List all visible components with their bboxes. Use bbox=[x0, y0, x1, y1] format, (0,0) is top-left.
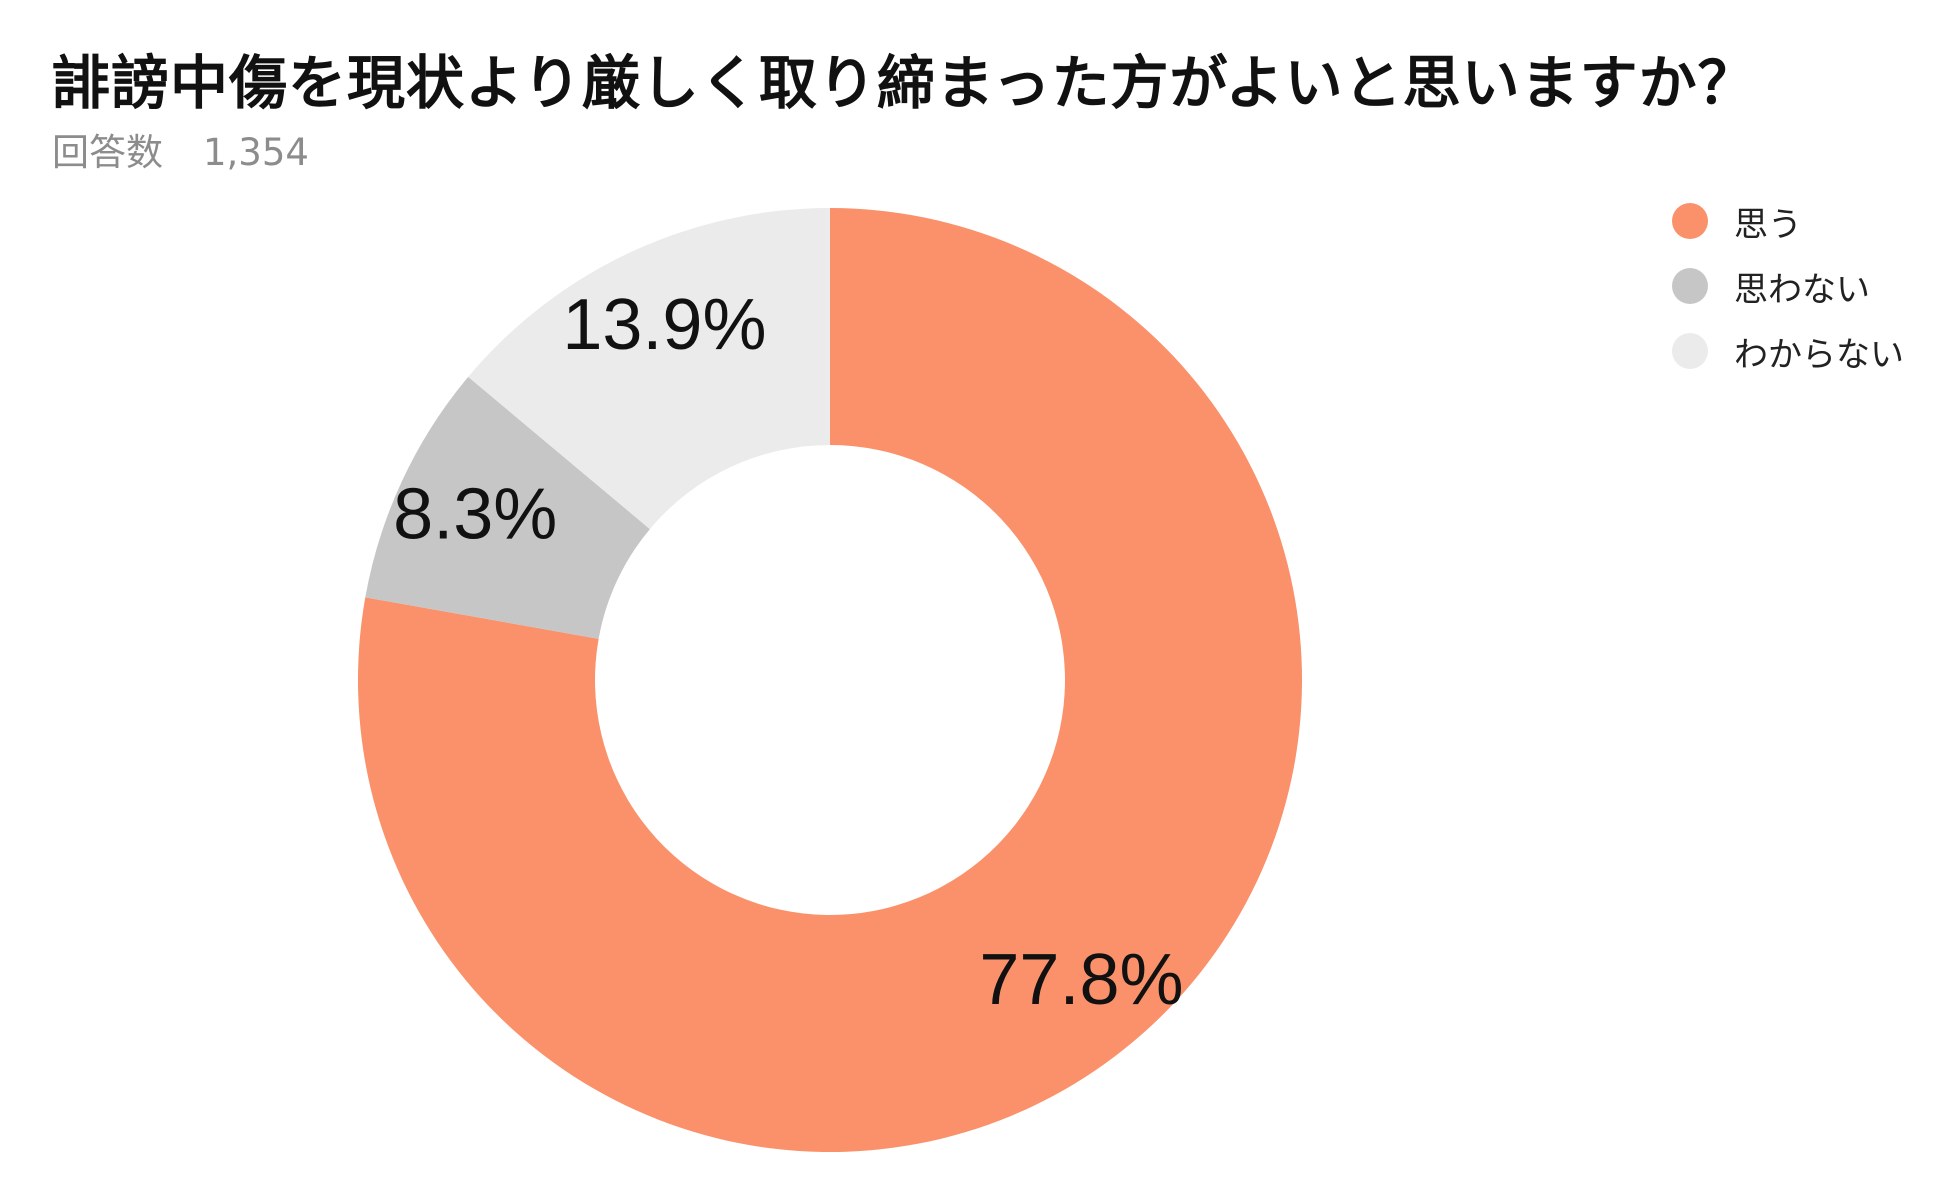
legend-label-omou: 思う bbox=[1734, 204, 1802, 245]
response-count-label: 回答数 bbox=[52, 131, 163, 174]
slice-label-omowanai: 8.3% bbox=[393, 474, 557, 554]
legend-swatch-omou bbox=[1672, 203, 1708, 239]
response-count: 回答数 1,354 bbox=[52, 122, 309, 176]
legend-label-omowanai: 思わない bbox=[1734, 269, 1870, 310]
legend-item-omou: 思う bbox=[1672, 202, 1904, 245]
legend-item-omowanai: 思わない bbox=[1672, 267, 1904, 310]
legend-swatch-wakaranai bbox=[1672, 333, 1708, 369]
legend-label-wakaranai: わからない bbox=[1734, 334, 1904, 375]
donut-slice-omou bbox=[358, 208, 1302, 1152]
donut-slice-wakaranai bbox=[468, 208, 830, 530]
slice-label-omou: 77.8% bbox=[979, 940, 1183, 1020]
donut-slice-omowanai bbox=[365, 376, 650, 639]
response-count-value: 1,354 bbox=[203, 131, 309, 174]
legend-item-wakaranai: わからない bbox=[1672, 332, 1904, 375]
legend-swatch-omowanai bbox=[1672, 268, 1708, 304]
slice-label-wakaranai: 13.9% bbox=[562, 285, 766, 365]
chart-legend: 思う 思わない わからない bbox=[1672, 202, 1904, 397]
chart-title: 誹謗中傷を現状より厳しく取り締まった方がよいと思いますか？ bbox=[52, 49, 1757, 117]
